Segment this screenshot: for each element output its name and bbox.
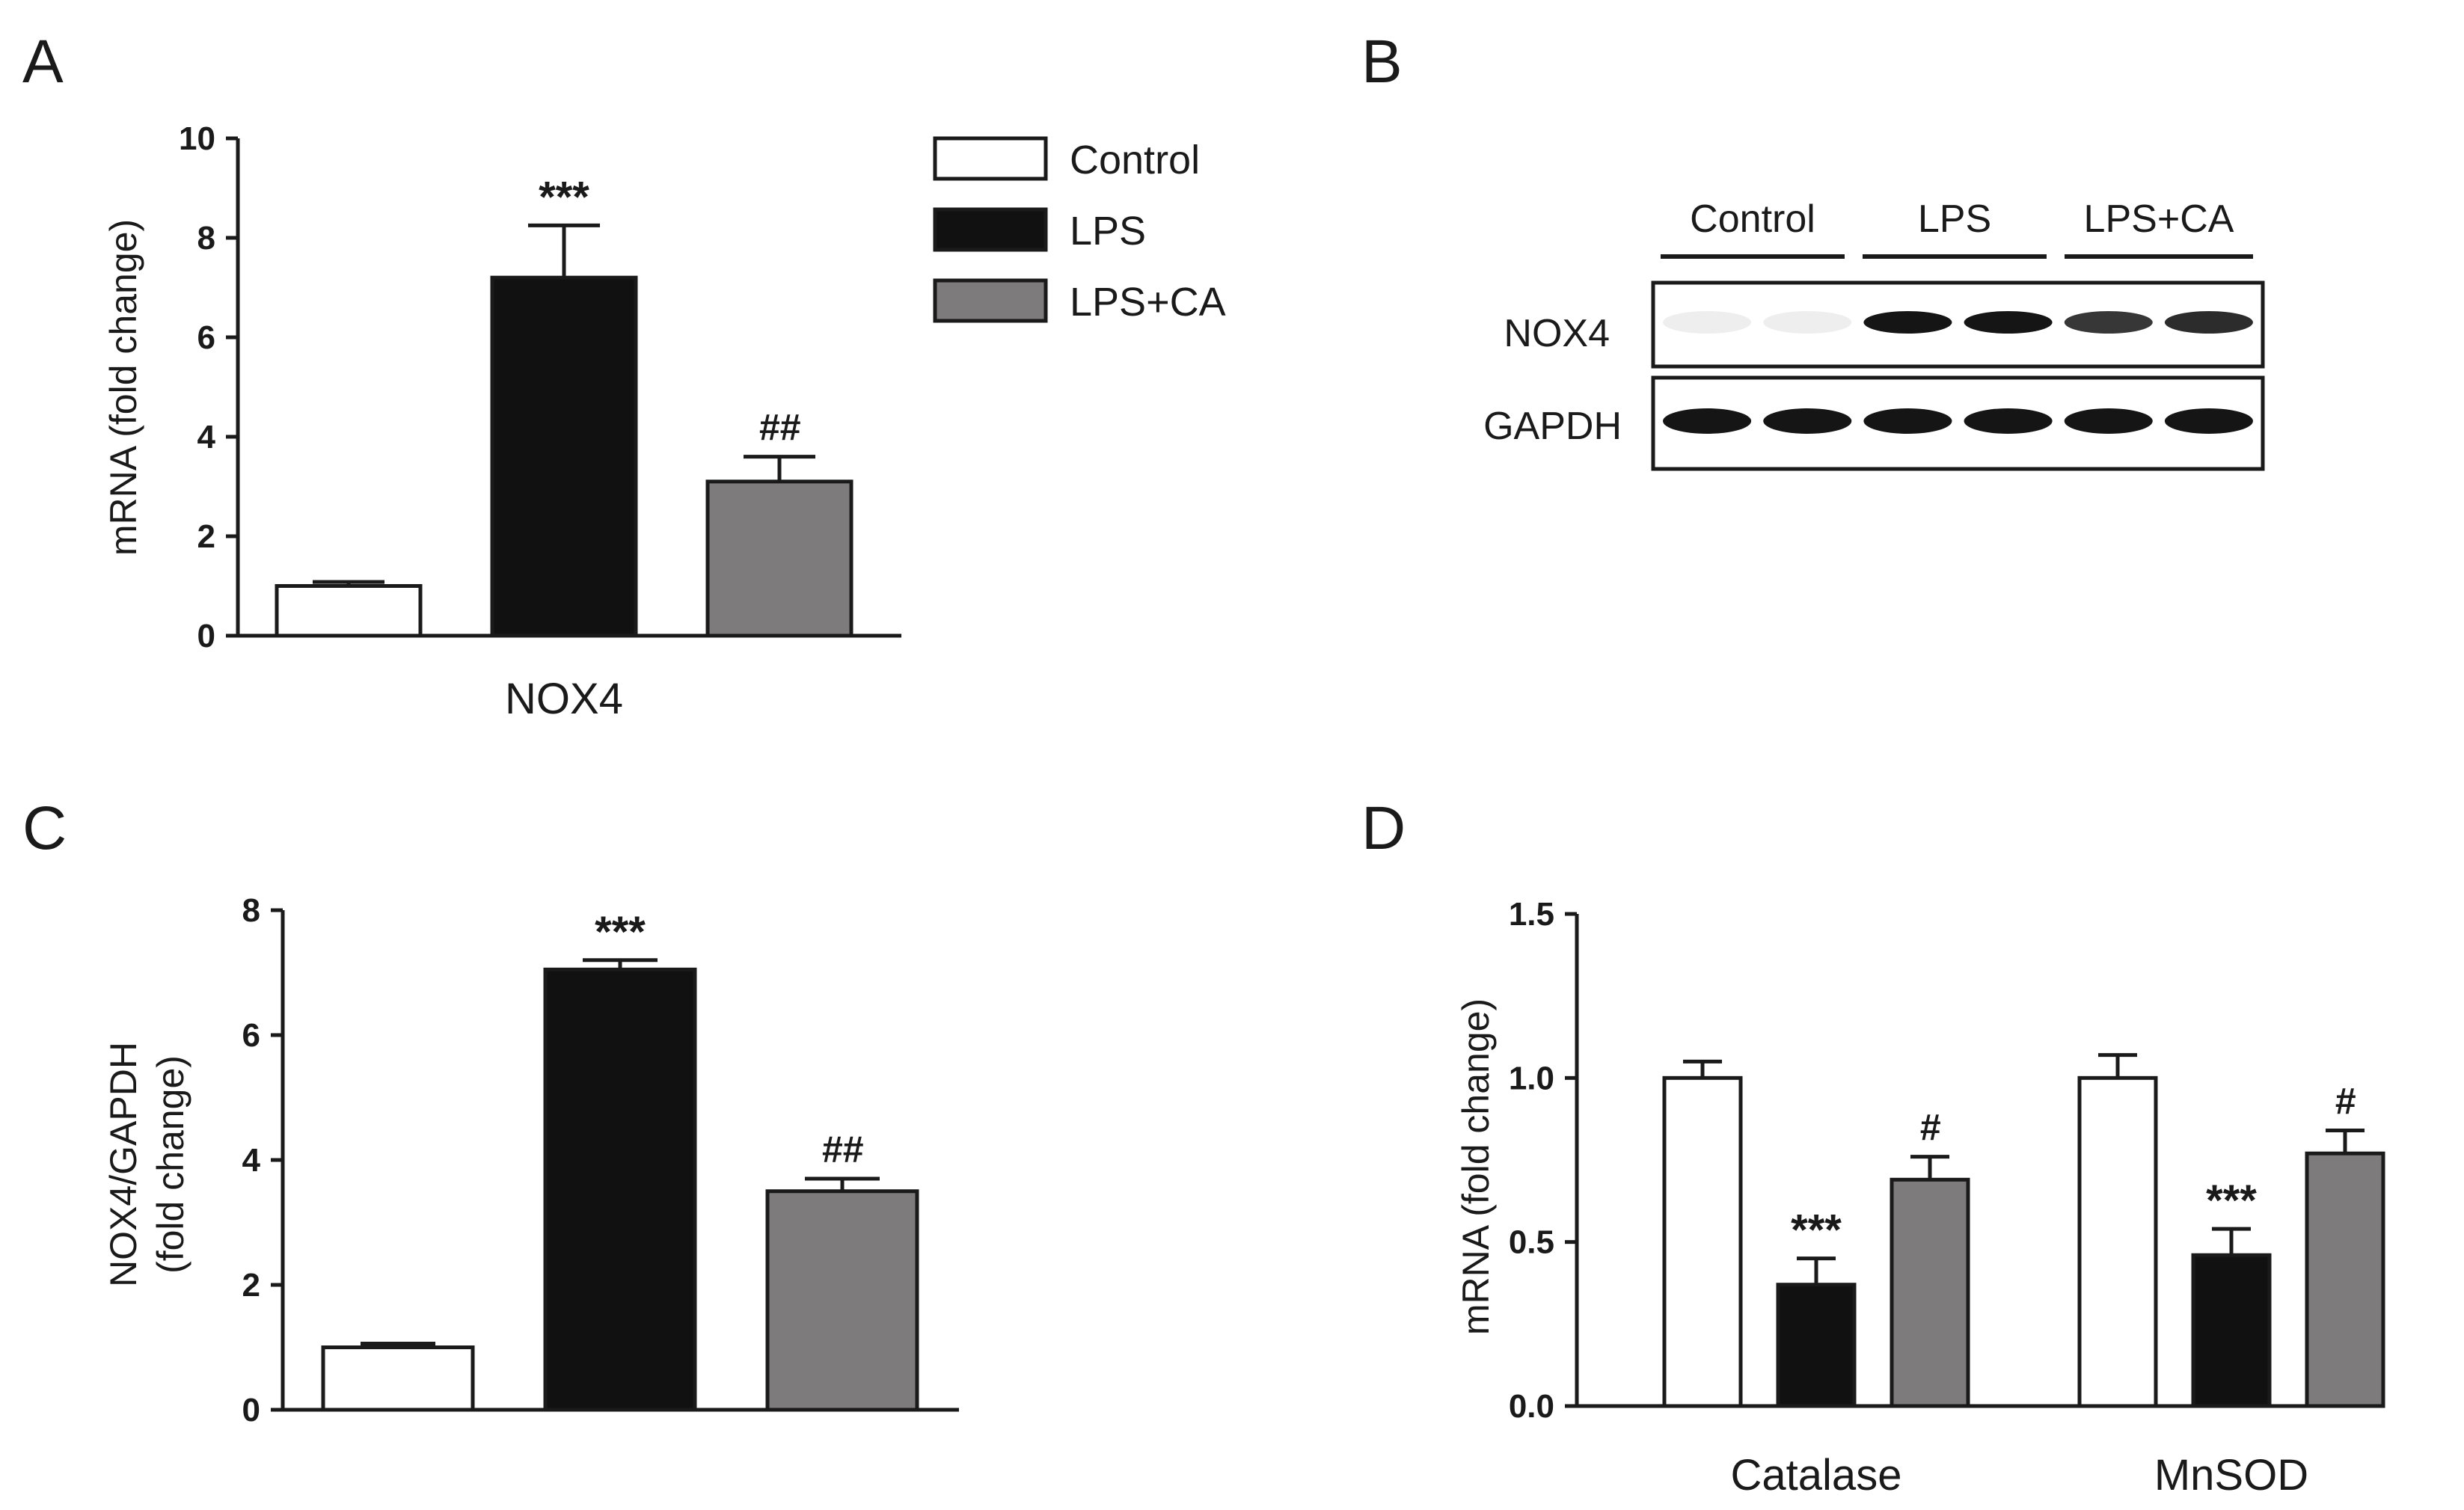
bar-lps — [492, 277, 636, 636]
y-tick-label: 2 — [242, 1267, 260, 1304]
y-tick-label: 8 — [242, 892, 260, 929]
blot-band-gapdh — [1663, 408, 1751, 434]
y-tick-label: 0.0 — [1509, 1388, 1554, 1425]
bar-lps — [2193, 1255, 2270, 1406]
bar-lps-ca — [2307, 1153, 2383, 1406]
panel-letter-a: A — [22, 28, 64, 96]
bar-lps — [545, 969, 695, 1410]
y-tick-label: 4 — [197, 419, 216, 455]
blot-band-nox4 — [1663, 311, 1751, 334]
legend-label-lps-ca: LPS+CA — [1070, 280, 1226, 325]
significance-stars-lps: *** — [595, 908, 646, 957]
blot-row-label-nox4: NOX4 — [1504, 312, 1610, 355]
y-tick-label: 0 — [242, 1392, 260, 1428]
panel-letter-b: B — [1361, 28, 1403, 96]
legend: Control LPS LPS+CA — [935, 138, 1226, 325]
western-blot: NOX4 GAPDH Control LPS LPS+CA — [1483, 197, 2263, 469]
blot-group-label-lps-ca: LPS+CA — [2084, 197, 2234, 241]
blot-group-label-lps: LPS — [1918, 197, 1991, 241]
y-tick-label: 6 — [197, 319, 215, 356]
bar-control — [1664, 1078, 1741, 1406]
blot-band-nox4 — [1763, 311, 1851, 334]
blot-band-gapdh — [1964, 408, 2053, 434]
y-tick-label: 1.5 — [1509, 896, 1554, 933]
blot-row-label-gapdh: GAPDH — [1483, 405, 1622, 448]
y-tick-label: 6 — [242, 1017, 260, 1054]
significance-hash-lps-ca: # — [1919, 1107, 1940, 1149]
significance-stars-lps: *** — [2206, 1176, 2257, 1225]
bar-control — [2080, 1078, 2156, 1406]
blot-band-gapdh — [1863, 408, 1952, 434]
category-label-catalase: Catalase — [1731, 1451, 1902, 1500]
y-tick-label: 4 — [242, 1142, 261, 1179]
significance-stars-lps: *** — [1791, 1206, 1842, 1255]
legend-label-lps: LPS — [1070, 209, 1146, 254]
blot-band-nox4 — [2165, 311, 2253, 334]
bar-control — [277, 586, 420, 636]
bar-lps-ca — [1892, 1179, 1968, 1406]
bar-lps-ca — [708, 482, 851, 636]
y-tick-label: 8 — [197, 220, 215, 257]
significance-hash-lps-ca: # — [2335, 1081, 2356, 1123]
bar-control — [323, 1348, 473, 1411]
blot-band-nox4 — [2065, 311, 2153, 334]
legend-swatch-lps — [935, 209, 1046, 250]
blot-group-label-control: Control — [1690, 197, 1815, 241]
blot-band-nox4 — [1863, 311, 1952, 334]
blot-band-gapdh — [2065, 408, 2153, 434]
significance-hash-lps-ca: ## — [821, 1129, 863, 1170]
bar-lps — [1778, 1285, 1854, 1406]
chart-panel-c: NOX4/GAPDH (fold change) 0 2 4 6 8 *** ## — [102, 892, 959, 1428]
significance-stars-lps: *** — [539, 173, 589, 221]
chart-panel-d: mRNA (fold change) 0.0 0.5 1.0 1.5 *** # Catal… — [1455, 896, 2383, 1500]
category-label-mnsod: MnSOD — [2154, 1451, 2308, 1500]
panel-letter-c: C — [22, 794, 67, 862]
y-tick-label: 2 — [197, 518, 215, 555]
significance-hash-lps-ca: ## — [758, 407, 800, 449]
y-tick-label: 1.0 — [1509, 1060, 1554, 1096]
category-label-nox4: NOX4 — [505, 675, 623, 723]
blot-band-gapdh — [1763, 408, 1851, 434]
chart-panel-a: mRNA (fold change) 0 2 4 6 8 10 *** ## NOX4 — [102, 120, 901, 723]
panel-letter-d: D — [1361, 794, 1406, 862]
bar-lps-ca — [767, 1191, 917, 1410]
y-axis-title-d: mRNA (fold change) — [1455, 998, 1497, 1335]
legend-swatch-control — [935, 138, 1046, 179]
blot-band-nox4 — [1964, 311, 2053, 334]
y-tick-label: 0 — [197, 618, 215, 654]
y-axis-title-c-line1: NOX4/GAPDH — [102, 1042, 144, 1287]
legend-swatch-lps-ca — [935, 280, 1046, 321]
y-axis-title-a: mRNA (fold change) — [102, 219, 144, 556]
y-tick-label: 10 — [179, 120, 215, 157]
legend-label-control: Control — [1070, 138, 1200, 182]
y-tick-label: 0.5 — [1509, 1224, 1554, 1261]
y-axis-title-c-line2: (fold change) — [150, 1055, 191, 1274]
blot-band-gapdh — [2165, 408, 2253, 434]
